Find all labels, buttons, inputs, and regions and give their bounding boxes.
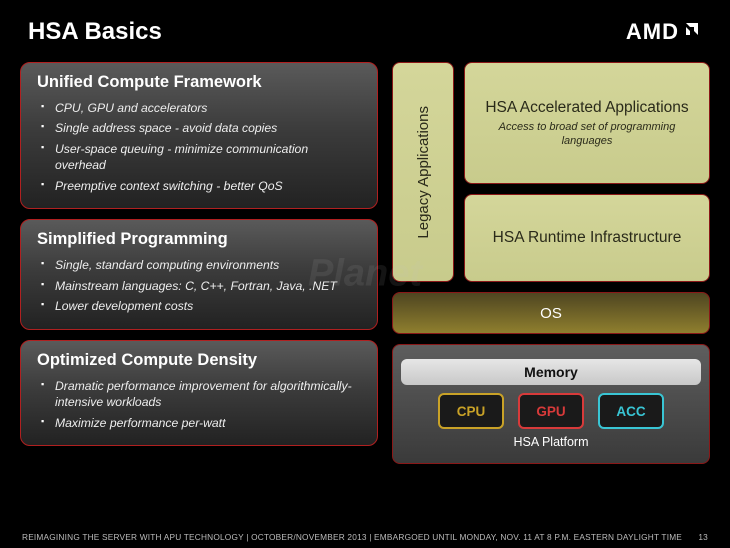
hsa-runtime-box: HSA Runtime Infrastructure: [464, 194, 710, 282]
left-column: Unified Compute Framework CPU, GPU and a…: [20, 62, 378, 482]
hsa-accelerated-box: HSA Accelerated Applications Access to b…: [464, 62, 710, 184]
panel-unified: Unified Compute Framework CPU, GPU and a…: [20, 62, 378, 209]
header: HSA Basics AMD: [0, 0, 730, 56]
legacy-apps-label: Legacy Applications: [415, 106, 432, 239]
logo-text: AMD: [626, 19, 679, 45]
gpu-chip: GPU: [518, 393, 584, 429]
os-box: OS: [392, 292, 710, 334]
amd-logo: AMD: [626, 19, 702, 45]
list-item: Maximize performance per-watt: [41, 413, 361, 433]
panel-optimized: Optimized Compute Density Dramatic perfo…: [20, 340, 378, 446]
list-item: Mainstream languages: C, C++, Fortran, J…: [41, 276, 361, 296]
legacy-apps-box: Legacy Applications: [392, 62, 454, 282]
list-item: Single, standard computing environments: [41, 255, 361, 275]
list-item: Dramatic performance improvement for alg…: [41, 376, 361, 413]
chip-label: ACC: [616, 404, 645, 419]
accelerated-title: HSA Accelerated Applications: [485, 98, 688, 117]
panel-list: Single, standard computing environments …: [37, 255, 361, 316]
os-label: OS: [540, 305, 562, 322]
architecture-diagram: Legacy Applications HSA Accelerated Appl…: [392, 62, 710, 482]
chip-label: GPU: [536, 404, 565, 419]
footer-text: REIMAGINING THE SERVER WITH APU TECHNOLO…: [22, 532, 682, 542]
memory-bar: Memory: [401, 359, 701, 385]
page-number: 13: [698, 532, 708, 542]
list-item: Single address space - avoid data copies: [41, 118, 361, 138]
panel-heading: Optimized Compute Density: [37, 351, 361, 370]
chip-label: CPU: [457, 404, 486, 419]
list-item: Preemptive context switching - better Qo…: [41, 176, 361, 196]
amd-arrow-icon: [682, 19, 702, 45]
panel-heading: Simplified Programming: [37, 230, 361, 249]
accelerated-subtitle: Access to broad set of programming langu…: [477, 121, 697, 149]
hsa-platform-box: Memory CPU GPU ACC HSA Platform: [392, 344, 710, 464]
cpu-chip: CPU: [438, 393, 504, 429]
list-item: CPU, GPU and accelerators: [41, 98, 361, 118]
content: Unified Compute Framework CPU, GPU and a…: [0, 56, 730, 482]
panel-simplified: Simplified Programming Single, standard …: [20, 219, 378, 329]
list-item: Lower development costs: [41, 296, 361, 316]
page-title: HSA Basics: [28, 18, 162, 46]
chip-row: CPU GPU ACC: [401, 393, 701, 429]
panel-list: CPU, GPU and accelerators Single address…: [37, 98, 361, 196]
panel-list: Dramatic performance improvement for alg…: [37, 376, 361, 433]
platform-label: HSA Platform: [513, 435, 588, 449]
footer: REIMAGINING THE SERVER WITH APU TECHNOLO…: [0, 532, 730, 542]
runtime-label: HSA Runtime Infrastructure: [493, 228, 682, 247]
panel-heading: Unified Compute Framework: [37, 73, 361, 92]
list-item: User-space queuing - minimize communicat…: [41, 139, 361, 176]
acc-chip: ACC: [598, 393, 664, 429]
